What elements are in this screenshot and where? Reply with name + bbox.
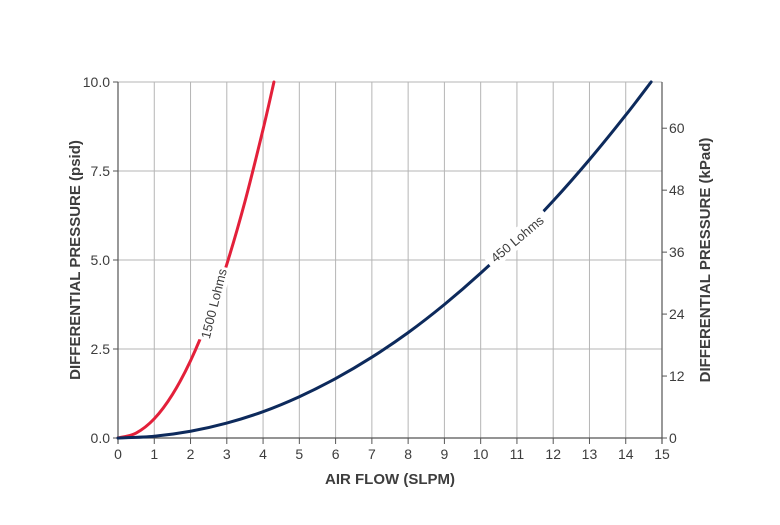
- series-label-background: [482, 207, 552, 270]
- y2-tick-label: 36: [669, 244, 685, 260]
- series-label-background: [195, 264, 232, 343]
- x-tick-label: 5: [295, 446, 303, 462]
- x-tick-label: 6: [332, 446, 340, 462]
- x-tick-label: 12: [545, 446, 561, 462]
- x-tick-label: 7: [368, 446, 376, 462]
- axis-labels: AIR FLOW (SLPM) DIFFERENTIAL PRESSURE (p…: [67, 138, 714, 488]
- y-tick-label: 10.0: [83, 74, 110, 90]
- series-labels: 1500 Lohms 450 Lohms: [195, 207, 552, 343]
- x-tick-label: 4: [259, 446, 267, 462]
- x-tick-label: 2: [187, 446, 195, 462]
- y-tick-label: 5.0: [91, 252, 111, 268]
- y-tick-label: 0.0: [91, 430, 111, 446]
- y2-axis-label: DIFFERENTIAL PRESSURE (kPad): [697, 138, 714, 383]
- x-tick-label: 0: [114, 446, 122, 462]
- x-tick-label: 14: [618, 446, 634, 462]
- y2-tick-label: 12: [669, 368, 685, 384]
- x-tick-label: 3: [223, 446, 231, 462]
- x-tick-label: 1: [150, 446, 158, 462]
- y2-tick-label: 0: [669, 430, 677, 446]
- series-label: 1500 Lohms: [198, 267, 230, 341]
- y2-tick-label: 60: [669, 120, 685, 136]
- x-tick-label: 10: [473, 446, 489, 462]
- series-line-low-lohms: [116, 80, 653, 440]
- grid: [117, 81, 663, 439]
- series-label-group: 1500 Lohms: [195, 264, 232, 343]
- x-tick-label: 15: [654, 446, 670, 462]
- y-tick-label: 7.5: [91, 163, 111, 179]
- series-label: 450 Lohms: [488, 212, 547, 265]
- y-axis-label: DIFFERENTIAL PRESSURE (psid): [67, 140, 84, 380]
- tick-labels: 0 1 2 3 4 5 6 7 8 9 10 11 12 13 14 150.02.55.07.510.001…: [83, 74, 685, 462]
- x-tick-label: 9: [441, 446, 449, 462]
- axes: [113, 81, 667, 444]
- y2-tick-label: 48: [669, 182, 685, 198]
- x-tick-label: 8: [404, 446, 412, 462]
- x-tick-label: 11: [510, 446, 525, 462]
- x-tick-label: 13: [582, 446, 598, 462]
- y2-tick-label: 24: [669, 306, 685, 322]
- y-tick-label: 2.5: [91, 341, 111, 357]
- x-axis-label: AIR FLOW (SLPM): [325, 471, 455, 488]
